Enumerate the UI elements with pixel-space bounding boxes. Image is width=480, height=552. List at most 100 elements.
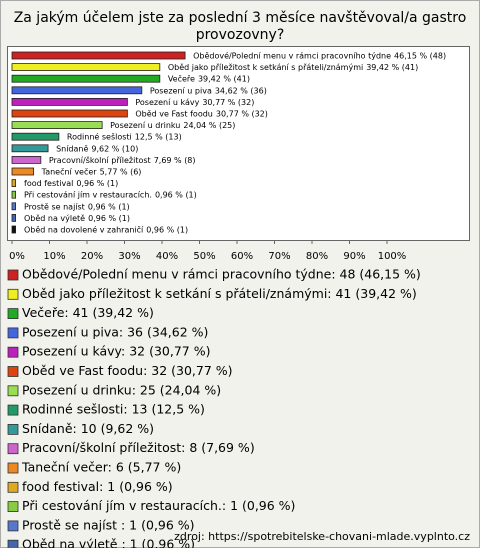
- bar-label: Posezení u piva 34,62 % (36): [150, 86, 267, 95]
- category-label: Posezení u kávy: [135, 97, 199, 106]
- category-label: Posezení u drinku: [110, 121, 180, 130]
- category-label: Snídaně: [56, 144, 88, 153]
- bar-label: Snídaně 9,62 % (10): [56, 144, 138, 153]
- legend-label: Posezení u piva: 36 (34,62 %): [22, 324, 208, 339]
- chart-title: Za jakým účelem jste za poslední 3 měsíc…: [14, 10, 467, 43]
- bar-label: Pracovní/školní příležitost 7,69 % (8): [49, 154, 196, 164]
- legend-swatch: [7, 520, 19, 532]
- value-label: 30,77 % (32): [216, 109, 268, 118]
- value-label: 0,96 % (1): [76, 179, 118, 188]
- legend-label: Prostě se najíst : 1 (0,96 %): [22, 517, 195, 532]
- bar-label: food festival 0,96 % (1): [24, 179, 118, 188]
- bar: [11, 144, 49, 153]
- legend-swatch: [7, 366, 19, 377]
- x-tick-label: 0%: [9, 251, 25, 262]
- bar-label: Rodinné sešlosti 12,5 % (13): [67, 131, 182, 141]
- bar-label: Oběd na výletě 0,96 % (1): [24, 213, 130, 222]
- legend-swatch: [7, 423, 19, 435]
- legend-swatch: [7, 385, 19, 397]
- x-tick-label: 50%: [193, 251, 215, 262]
- legend-swatch: [7, 443, 19, 455]
- bar-label: Večeře 39,42 % (41): [168, 73, 250, 83]
- legend-swatch: [7, 462, 19, 474]
- x-tick-label: 90%: [343, 251, 365, 262]
- category-label: Taneční večer: [41, 166, 98, 176]
- bar: [11, 98, 128, 106]
- category-label: Při cestování jím v restauracích.: [24, 190, 152, 199]
- bar: [11, 121, 103, 129]
- legend-label: Pracovní/školní příležitost: 8 (7,69 %): [22, 440, 255, 455]
- x-tick-label: 20%: [81, 251, 103, 262]
- bar-label: Oběd na dovolené v zahraničí 0,96 % (1): [24, 224, 188, 234]
- bar-label: Obědové/Polední menu v rámci pracovního …: [193, 50, 446, 60]
- legend-swatch: [7, 269, 19, 281]
- bar: [11, 63, 161, 71]
- legend-swatch: [7, 539, 19, 551]
- legend-label: Rodinné sešlosti: 13 (12,5 %): [22, 402, 205, 417]
- bar: [11, 202, 16, 211]
- category-label: Posezení u piva: [150, 86, 212, 95]
- category-label: Večeře: [168, 73, 195, 83]
- bar: [11, 132, 60, 141]
- legend-label: Večeře: 41 (39,42 %): [22, 305, 154, 320]
- bar: [11, 213, 16, 222]
- value-label: 0,96 % (1): [88, 213, 130, 222]
- x-tick-label: 100%: [378, 251, 407, 262]
- value-label: 0,96 % (1): [146, 225, 188, 234]
- category-label: Oběd ve Fast foodu: [135, 109, 213, 118]
- category-label: Pracovní/školní příležitost: [49, 154, 151, 164]
- legend-label: Taneční večer: 6 (5,77 %): [21, 460, 181, 475]
- category-label: Obědové/Polední menu v rámci pracovního …: [193, 50, 391, 60]
- bar: [11, 179, 16, 188]
- bar-label: Posezení u kávy 30,77 % (32): [135, 97, 254, 106]
- legend-label: Při cestování jím v restauracích.: 1 (0,…: [22, 498, 295, 513]
- source: zdroj: https://spotrebitelske-chovani-ml…: [174, 530, 470, 543]
- bar-label: Oběd jako příležitost k setkání s přátel…: [168, 63, 418, 72]
- value-label: 5,77 % (6): [100, 167, 142, 176]
- value-label: 7,69 % (8): [154, 155, 196, 164]
- legend-label: Oběd na výletě : 1 (0,96 %): [22, 537, 195, 548]
- legend-swatch: [7, 327, 19, 339]
- bar-label: Taneční večer 5,77 % (6): [41, 166, 142, 176]
- bar: [11, 86, 143, 95]
- bar: [11, 167, 35, 176]
- legend-label: Oběd ve Fast foodu: 32 (30,77 %): [22, 363, 233, 378]
- value-label: 46,15 % (48): [394, 51, 446, 60]
- value-label: 30,77 % (32): [202, 97, 254, 106]
- legend-label: Snídaně: 10 (9,62 %): [22, 421, 154, 436]
- bar: [11, 109, 128, 118]
- category-label: Oběd na výletě: [24, 213, 85, 222]
- value-label: 0,96 % (1): [155, 190, 197, 199]
- legend-label: Obědové/Polední menu v rámci pracovního …: [22, 267, 421, 282]
- legend-label: Oběd jako příležitost k setkání s přátel…: [22, 286, 417, 301]
- value-label: 12,5 % (13): [135, 132, 182, 141]
- legend-label: Posezení u drinku: 25 (24,04 %): [22, 382, 221, 397]
- bar: [11, 190, 16, 199]
- value-label: 0,96 % (1): [88, 202, 130, 211]
- legend-label: Posezení u kávy: 32 (30,77 %): [22, 344, 210, 359]
- value-label: 39,42 % (41): [366, 63, 418, 72]
- x-tick-label: 10%: [43, 251, 65, 262]
- value-label: 39,42 % (41): [198, 74, 250, 83]
- x-tick-label: 30%: [118, 251, 140, 262]
- category-label: food festival: [24, 179, 73, 188]
- legend-swatch: [7, 288, 19, 300]
- x-tick-label: 80%: [306, 251, 328, 262]
- category-label: Prostě se najíst: [24, 202, 85, 211]
- value-label: 24,04 % (25): [183, 121, 235, 130]
- legend-label: food festival: 1 (0,96 %): [22, 479, 173, 494]
- legend-swatch: [7, 308, 19, 320]
- legend-swatch: [7, 481, 19, 493]
- bar-label: Oběd ve Fast foodu 30,77 % (32): [135, 109, 268, 118]
- category-label: Oběd na dovolené v zahraničí: [24, 224, 144, 234]
- category-label: Rodinné sešlosti: [67, 131, 132, 141]
- bar-label: Posezení u drinku 24,04 % (25): [110, 121, 235, 130]
- x-tick-label: 40%: [156, 251, 178, 262]
- legend-swatch: [7, 501, 19, 513]
- bar: [11, 74, 161, 83]
- x-tick-label: 70%: [268, 251, 290, 262]
- value-label: 34,62 % (36): [215, 86, 267, 95]
- category-label: Oběd jako příležitost k setkání s přátel…: [168, 63, 363, 72]
- bar: [11, 51, 186, 60]
